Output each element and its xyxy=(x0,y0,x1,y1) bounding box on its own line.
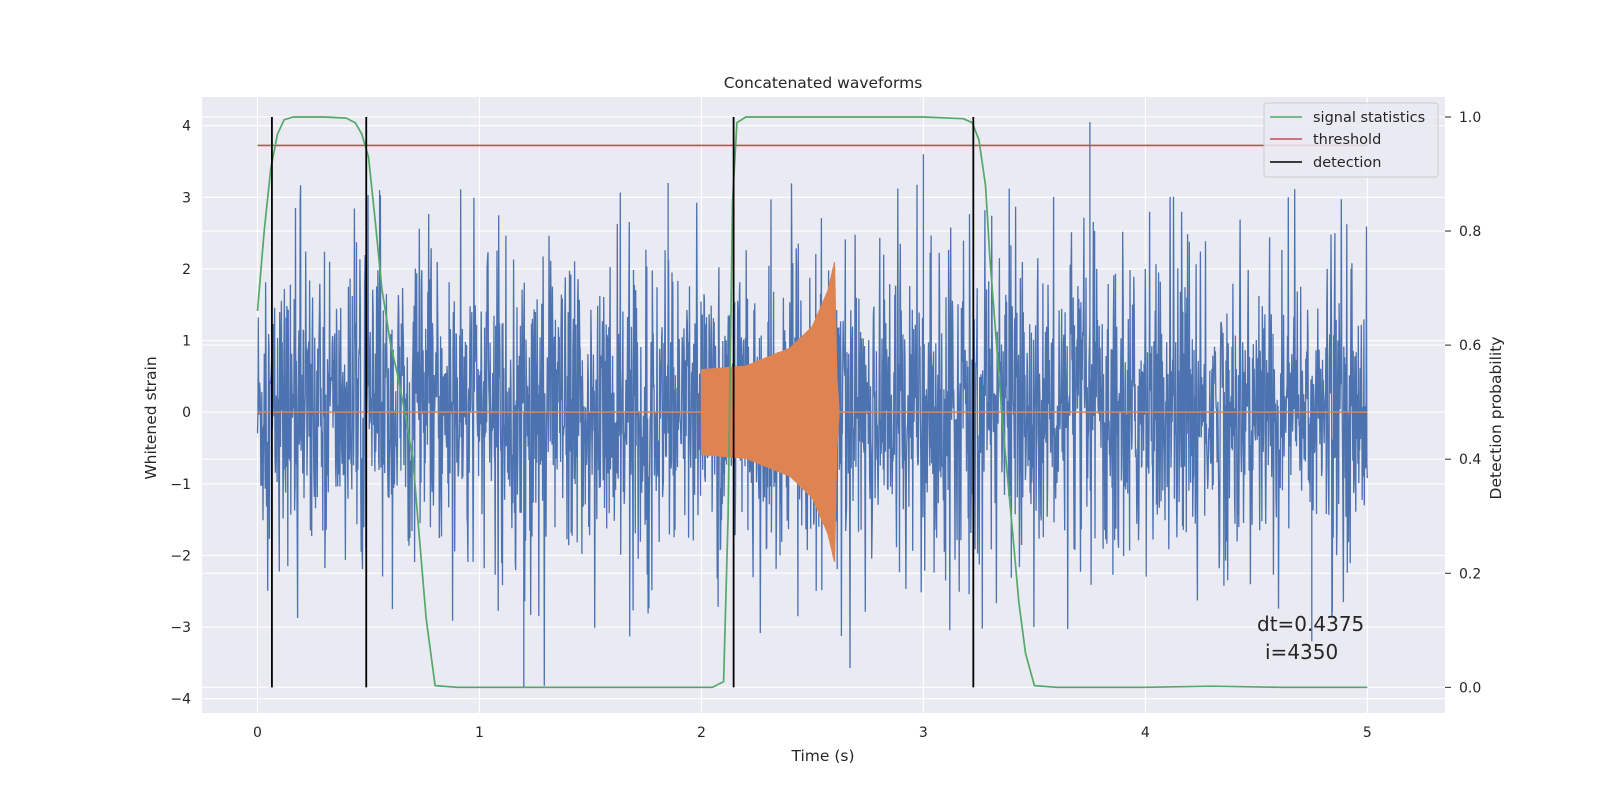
annotation-dt: dt=0.4375 xyxy=(1257,612,1364,636)
y-axis-title: Whitened strain xyxy=(142,356,160,479)
y-tick-label: −4 xyxy=(170,692,191,708)
y2-tick-label: 0.6 xyxy=(1459,338,1481,354)
x-axis-title: Time (s) xyxy=(790,747,854,765)
y2-tick-label: 0.0 xyxy=(1459,680,1481,696)
annotation-i: i=4350 xyxy=(1265,640,1338,664)
x-tick-label: 3 xyxy=(919,725,928,741)
y-tick-label: −1 xyxy=(170,477,191,493)
y2-tick-label: 0.4 xyxy=(1459,452,1481,468)
x-tick-label: 4 xyxy=(1141,725,1150,741)
chart-title: Concatenated waveforms xyxy=(724,74,923,92)
tick-labels: 0 1 2 3 4 5 −4 −3 −2 −1 0 1 2 3 4 0.0 0.2 0.4 0.6 0.8 1.0 xyxy=(170,110,1481,741)
y2-axis-title: Detection probability xyxy=(1487,337,1505,500)
y-tick-label: 1 xyxy=(182,334,191,350)
chirp-waveform-line xyxy=(700,262,840,562)
y-tick-label: 3 xyxy=(182,190,191,206)
signal-statistics-line xyxy=(256,116,1368,689)
series-layer xyxy=(256,116,1368,689)
x-tick-label: 2 xyxy=(697,725,706,741)
legend-label-detection: detection xyxy=(1313,155,1381,171)
y-tick-label: 4 xyxy=(182,119,191,135)
legend: signal statistics threshold detection xyxy=(1263,102,1439,178)
y-tick-label: 2 xyxy=(182,262,191,278)
legend-label-threshold: threshold xyxy=(1313,132,1381,148)
y-tick-label: 0 xyxy=(182,405,191,421)
y2-tick-label: 0.2 xyxy=(1459,566,1481,582)
legend-label-signal-statistics: signal statistics xyxy=(1313,110,1425,126)
y-tick-label: −3 xyxy=(170,620,191,636)
x-tick-label: 1 xyxy=(475,725,484,741)
y-tick-label: −2 xyxy=(170,548,191,564)
x-tick-label: 0 xyxy=(253,725,262,741)
legend-box xyxy=(1263,102,1439,178)
x-tick-label: 5 xyxy=(1363,725,1372,741)
y2-tick-label: 0.8 xyxy=(1459,224,1481,240)
y2-tick-label: 1.0 xyxy=(1459,110,1481,126)
